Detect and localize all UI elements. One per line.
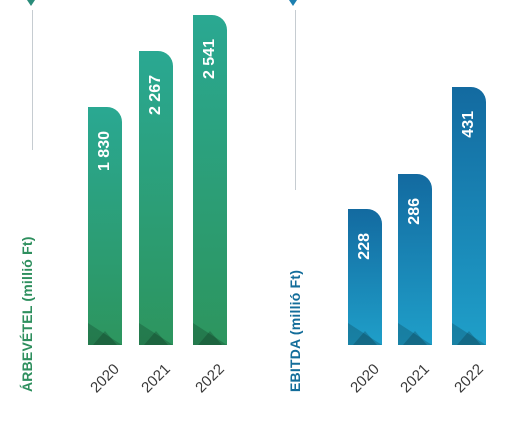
x-tick-label: 2021 [138, 360, 174, 397]
bar-base-triangle [144, 331, 168, 345]
data-label: 431 [460, 111, 477, 138]
pointer-marker [289, 0, 297, 6]
y-axis-label: ÁRBEVÉTEL (millió Ft) [19, 236, 35, 392]
bar-2022: 2 541 [193, 15, 227, 345]
bar-2022: 431 [452, 87, 486, 345]
x-tick-label: 2022 [451, 360, 487, 397]
pointer-marker [27, 0, 35, 6]
axis-guide-line [295, 10, 296, 190]
bar-2020: 228 [348, 209, 382, 345]
x-tick-label: 2020 [347, 360, 383, 397]
axis-guide-line [32, 10, 33, 150]
bar-2021: 286 [398, 174, 432, 345]
bar-base-triangle [353, 331, 377, 345]
y-axis-label: EBITDA (millió Ft) [287, 269, 303, 392]
ebitda-chart: EBITDA (millió Ft) 228 2020 286 2021 431 2022 [265, 0, 514, 426]
data-label: 2 541 [201, 39, 218, 80]
revenue-chart: ÁRBEVÉTEL (millió Ft) 1 830 2020 2 267 2021… [0, 0, 250, 426]
x-tick-label: 2022 [192, 360, 228, 397]
data-label: 228 [356, 233, 373, 260]
x-tick-label: 2020 [87, 360, 123, 397]
bar-base-shade [193, 323, 227, 345]
bar-base-shade [348, 323, 382, 345]
bar-base-shade [452, 323, 486, 345]
bar-base-shade [139, 323, 173, 345]
data-label: 2 267 [147, 75, 164, 116]
bar-base-shade [88, 323, 122, 345]
bar-2021: 2 267 [139, 51, 173, 345]
bar-base-triangle [198, 331, 222, 345]
bar-base-triangle [457, 331, 481, 345]
x-tick-label: 2021 [397, 360, 433, 397]
data-label: 286 [406, 198, 423, 225]
bar-2020: 1 830 [88, 107, 122, 345]
bar-base-triangle [93, 331, 117, 345]
bar-base-triangle [403, 331, 427, 345]
bar-base-shade [398, 323, 432, 345]
data-label: 1 830 [96, 131, 113, 172]
